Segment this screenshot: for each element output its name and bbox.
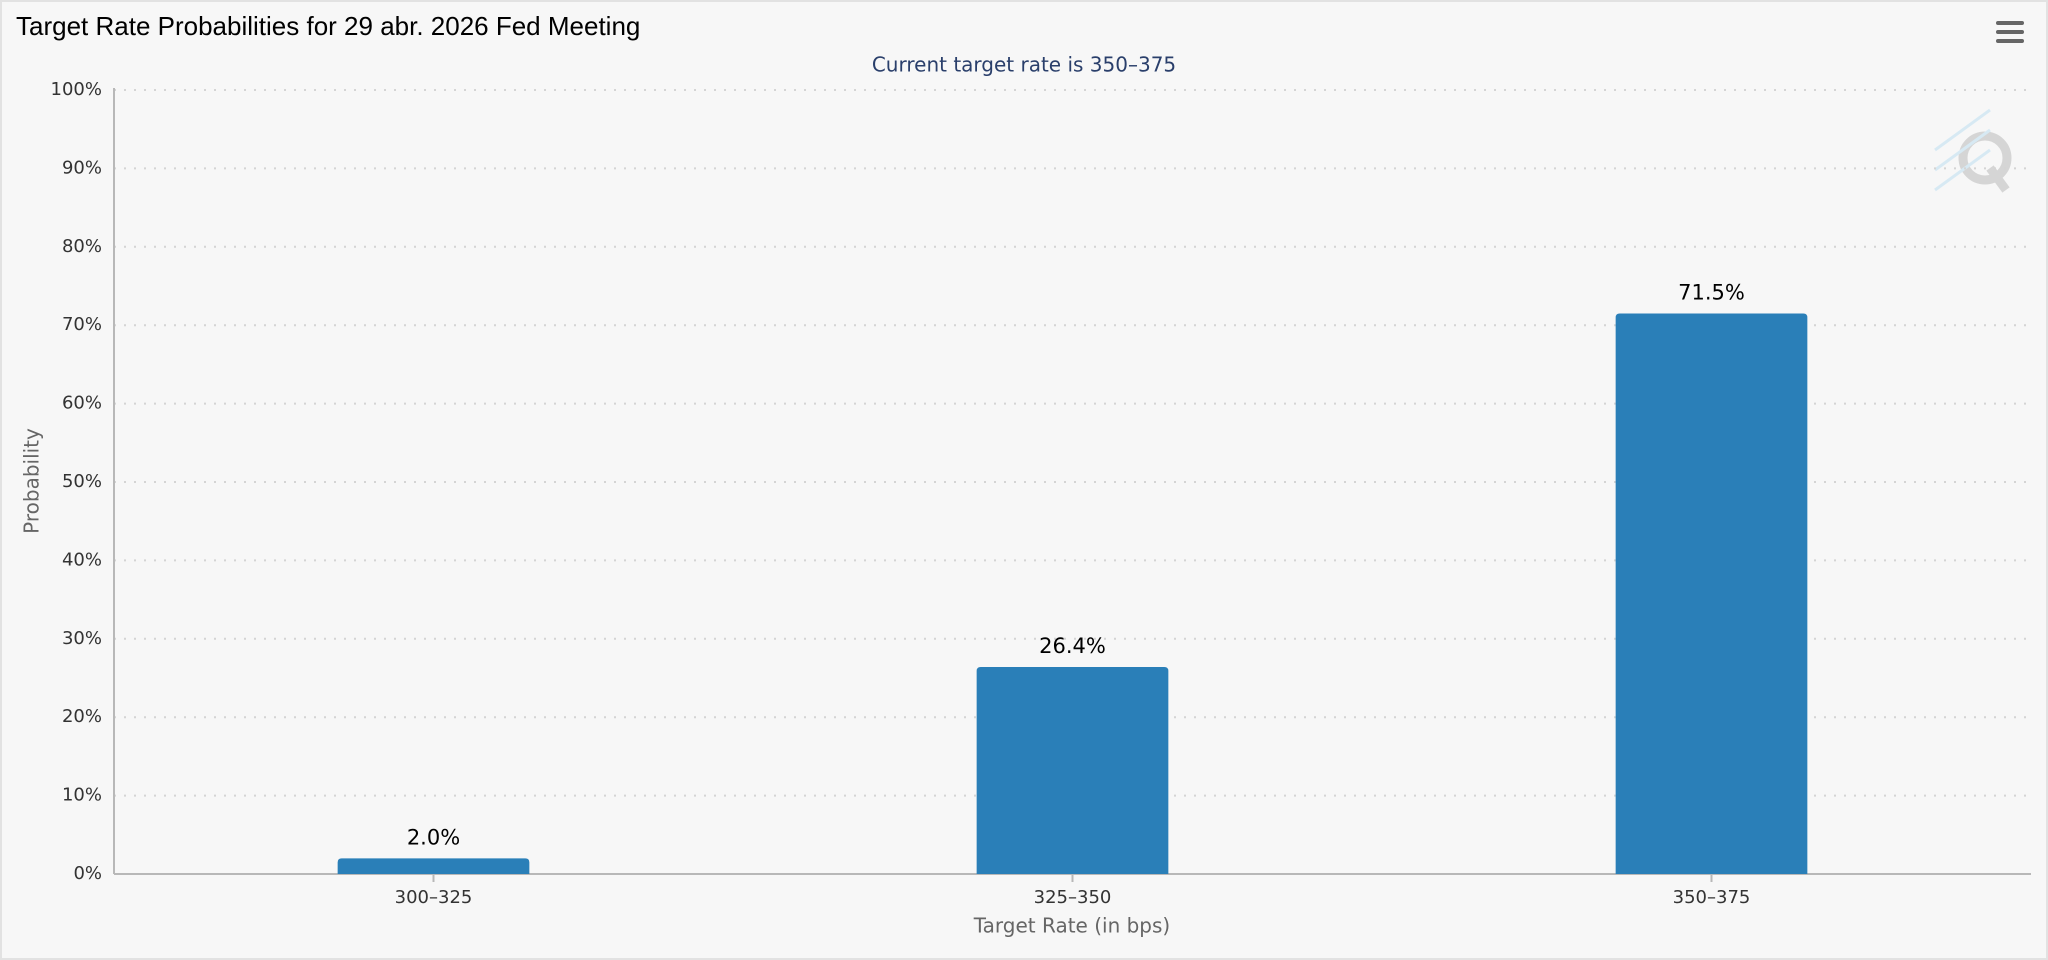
y-tick-label: 80% bbox=[62, 236, 102, 257]
bar bbox=[337, 858, 530, 874]
y-tick-label: 90% bbox=[62, 157, 102, 178]
y-tick-label: 40% bbox=[62, 549, 102, 570]
chart-subtitle: Current target rate is 350–375 bbox=[872, 53, 1176, 77]
value-label: 71.5% bbox=[1678, 280, 1745, 304]
y-tick-label: 60% bbox=[62, 393, 102, 414]
y-tick-label: 100% bbox=[51, 79, 102, 100]
bar bbox=[1615, 313, 1808, 874]
menu-button[interactable] bbox=[1996, 21, 2024, 43]
logo-watermark bbox=[1934, 108, 2012, 193]
value-label: 2.0% bbox=[407, 825, 460, 849]
x-tick-label: 350–375 bbox=[1673, 887, 1751, 908]
x-tick-label: 325–350 bbox=[1034, 887, 1112, 908]
y-tick-label: 30% bbox=[62, 628, 102, 649]
y-tick-label: 70% bbox=[62, 314, 102, 335]
value-label: 26.4% bbox=[1039, 634, 1106, 658]
y-tick-label: 10% bbox=[62, 785, 102, 806]
chart-title: Target Rate Probabilities for 29 abr. 20… bbox=[16, 11, 640, 41]
x-tick-label: 300–325 bbox=[395, 887, 473, 908]
bar bbox=[976, 667, 1169, 874]
y-tick-label: 50% bbox=[62, 471, 102, 492]
y-tick-label: 0% bbox=[73, 863, 102, 884]
y-tick-label: 20% bbox=[62, 706, 102, 727]
x-axis-label: Target Rate (in bps) bbox=[973, 914, 1170, 938]
y-axis-label: Probability bbox=[20, 428, 44, 534]
